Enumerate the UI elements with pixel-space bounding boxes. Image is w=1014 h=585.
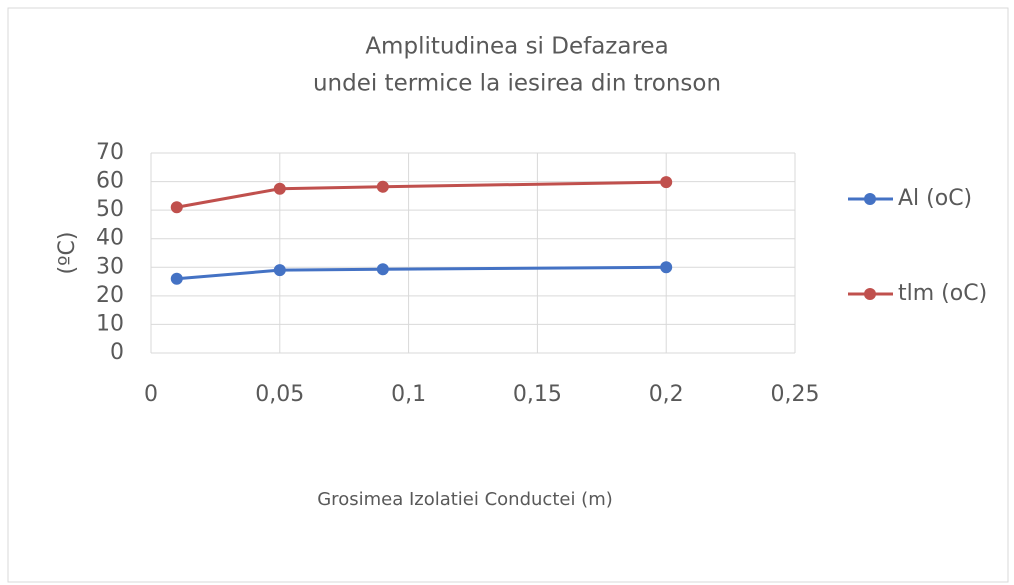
y-tick-label: 50 <box>96 197 124 222</box>
x-tick-label: 0,25 <box>771 382 820 407</box>
chart-title: undei termice la iesirea din tronson <box>313 71 721 97</box>
x-tick-label: 0,15 <box>513 382 562 407</box>
legend-label: Al (oC) <box>898 186 972 211</box>
x-tick-label: 0,05 <box>255 382 304 407</box>
y-tick-label: 30 <box>96 254 124 279</box>
data-point <box>376 263 389 276</box>
y-tick-label: 20 <box>96 283 124 308</box>
data-point <box>273 182 286 195</box>
legend-marker <box>864 288 876 300</box>
chart-border <box>7 7 1009 583</box>
legend-marker <box>864 193 876 205</box>
series-line <box>176 180 667 209</box>
data-point <box>376 180 389 193</box>
y-tick-label: 40 <box>96 226 124 251</box>
x-tick-label: 0,2 <box>649 382 684 407</box>
data-point <box>660 176 673 189</box>
y-axis-title: (ºC) <box>55 232 80 275</box>
y-tick-label: 0 <box>110 340 124 365</box>
data-point <box>660 261 673 274</box>
data-point <box>170 201 183 214</box>
x-tick-label: 0,1 <box>391 382 426 407</box>
series-line <box>176 265 667 281</box>
legend-label: tlm (oC) <box>898 281 987 306</box>
x-tick-label: 0 <box>144 382 158 407</box>
data-point <box>273 264 286 277</box>
y-tick-label: 60 <box>96 169 124 194</box>
y-tick-label: 10 <box>96 311 124 336</box>
chart-title: Amplitudinea si Defazarea <box>365 34 668 60</box>
data-point <box>170 272 183 285</box>
y-tick-label: 70 <box>96 140 124 165</box>
x-axis-title: Grosimea Izolatiei Conductei (m) <box>317 489 613 510</box>
